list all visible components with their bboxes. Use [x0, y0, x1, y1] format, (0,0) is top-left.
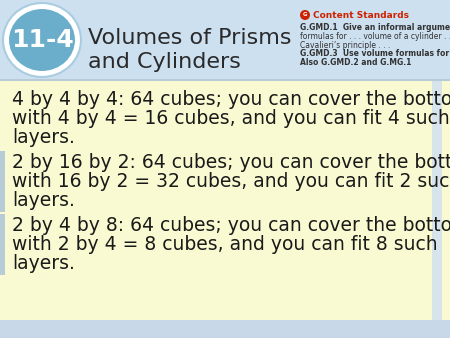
Ellipse shape	[8, 8, 76, 72]
Ellipse shape	[3, 3, 81, 77]
Text: Also G.GMD.2 and G.MG.1: Also G.GMD.2 and G.MG.1	[300, 58, 411, 67]
Text: G.GMD.1  Give an informal argument for the: G.GMD.1 Give an informal argument for th…	[300, 23, 450, 32]
Text: 11-4: 11-4	[11, 28, 73, 52]
Text: 4 by 4 by 4: 64 cubes; you can cover the bottom: 4 by 4 by 4: 64 cubes; you can cover the…	[12, 90, 450, 109]
Bar	[0, 214, 5, 275]
Text: with 16 by 2 = 32 cubes, and you can fit 2 such: with 16 by 2 = 32 cubes, and you can fit…	[12, 172, 450, 191]
Text: formulas for . . . volume of a cylinder . . . Use . . .: formulas for . . . volume of a cylinder …	[300, 32, 450, 41]
Text: 2 by 4 by 8: 64 cubes; you can cover the bottom: 2 by 4 by 8: 64 cubes; you can cover the…	[12, 216, 450, 235]
Text: layers.: layers.	[12, 128, 75, 147]
Text: layers.: layers.	[12, 254, 75, 273]
Bar	[0, 151, 5, 212]
Bar	[0, 80, 450, 338]
Text: G: G	[303, 13, 307, 18]
Bar	[0, 320, 450, 338]
Text: layers.: layers.	[12, 191, 75, 210]
Text: with 2 by 4 = 8 cubes, and you can fit 8 such: with 2 by 4 = 8 cubes, and you can fit 8…	[12, 235, 437, 254]
Bar	[432, 80, 442, 320]
Ellipse shape	[300, 10, 310, 20]
Text: 2 by 16 by 2: 64 cubes; you can cover the bottom: 2 by 16 by 2: 64 cubes; you can cover th…	[12, 153, 450, 172]
Text: Volumes of Prisms: Volumes of Prisms	[88, 28, 292, 48]
Text: with 4 by 4 = 16 cubes, and you can fit 4 such: with 4 by 4 = 16 cubes, and you can fit …	[12, 109, 450, 128]
Text: Content Standards: Content Standards	[313, 10, 409, 20]
Text: G.GMD.3  Use volume formulas for cylinders . . .: G.GMD.3 Use volume formulas for cylinder…	[300, 49, 450, 58]
Text: Cavalieri’s principle . . .: Cavalieri’s principle . . .	[300, 41, 390, 50]
Text: and Cylinders: and Cylinders	[88, 52, 241, 72]
Bar	[0, 0, 450, 80]
